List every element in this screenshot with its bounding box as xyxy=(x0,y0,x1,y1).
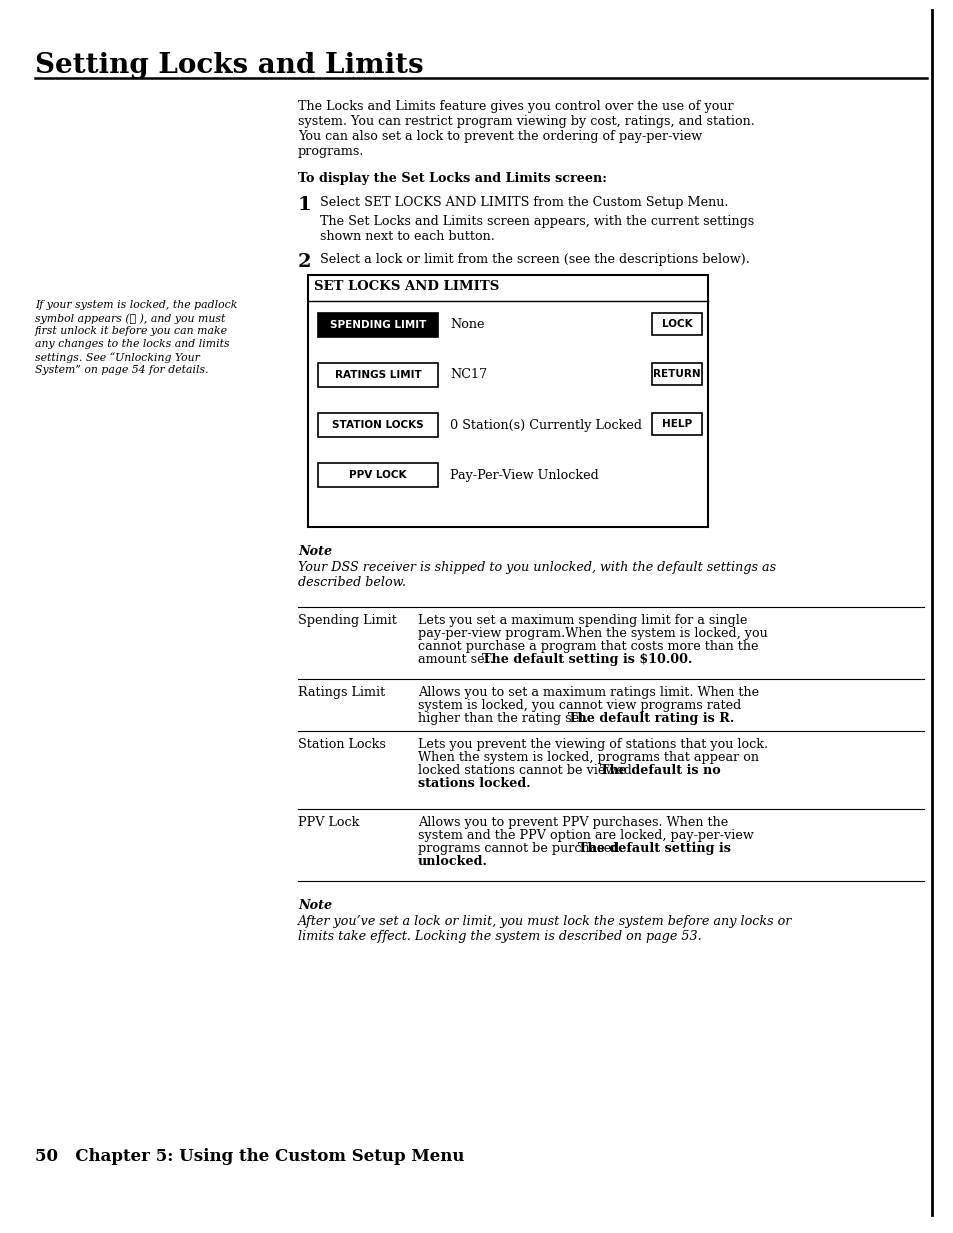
Text: The default rating is R.: The default rating is R. xyxy=(567,711,733,725)
Text: first unlock it before you can make: first unlock it before you can make xyxy=(35,326,228,337)
Bar xyxy=(317,464,437,487)
Text: None: None xyxy=(450,318,484,332)
Text: Note: Note xyxy=(297,899,332,912)
Text: The default setting is $10.00.: The default setting is $10.00. xyxy=(481,653,692,666)
Text: SET LOCKS AND LIMITS: SET LOCKS AND LIMITS xyxy=(314,280,498,293)
Bar xyxy=(317,313,437,337)
Text: Lets you prevent the viewing of stations that you lock.: Lets you prevent the viewing of stations… xyxy=(417,739,767,751)
Text: cannot purchase a program that costs more than the: cannot purchase a program that costs mor… xyxy=(417,640,758,653)
Text: 1: 1 xyxy=(297,196,312,215)
Text: RETURN: RETURN xyxy=(653,369,700,379)
Bar xyxy=(308,275,707,526)
Text: NC17: NC17 xyxy=(450,369,487,381)
Bar xyxy=(651,313,701,335)
Text: Lets you set a maximum spending limit for a single: Lets you set a maximum spending limit fo… xyxy=(417,614,746,628)
Text: PPV LOCK: PPV LOCK xyxy=(349,470,406,480)
Bar xyxy=(651,363,701,385)
Bar xyxy=(317,413,437,436)
Text: any changes to the locks and limits: any changes to the locks and limits xyxy=(35,339,230,349)
Text: RATINGS LIMIT: RATINGS LIMIT xyxy=(335,370,421,380)
Text: The Set Locks and Limits screen appears, with the current settings
shown next to: The Set Locks and Limits screen appears,… xyxy=(319,215,754,243)
Text: programs cannot be purchased.: programs cannot be purchased. xyxy=(417,842,627,854)
Text: stations locked.: stations locked. xyxy=(417,777,530,790)
Text: Note: Note xyxy=(297,545,332,559)
Text: Ratings Limit: Ratings Limit xyxy=(297,686,385,699)
Text: The default is no: The default is no xyxy=(599,764,720,777)
Text: To display the Set Locks and Limits screen:: To display the Set Locks and Limits scre… xyxy=(297,171,606,185)
Text: LOCK: LOCK xyxy=(661,319,692,329)
Text: 0 Station(s) Currently Locked: 0 Station(s) Currently Locked xyxy=(450,418,641,432)
Text: Allows you to set a maximum ratings limit. When the: Allows you to set a maximum ratings limi… xyxy=(417,686,759,699)
Text: Spending Limit: Spending Limit xyxy=(297,614,396,628)
Text: pay-per-view program.When the system is locked, you: pay-per-view program.When the system is … xyxy=(417,628,767,640)
Text: The Locks and Limits feature gives you control over the use of your
system. You : The Locks and Limits feature gives you c… xyxy=(297,100,754,158)
Text: After you’ve set a lock or limit, you must lock the system before any locks or
l: After you’ve set a lock or limit, you mu… xyxy=(297,915,792,943)
Text: settings. See “Unlocking Your: settings. See “Unlocking Your xyxy=(35,351,200,363)
Text: The default setting is: The default setting is xyxy=(578,842,731,854)
Text: Select SET LOCKS AND LIMITS from the Custom Setup Menu.: Select SET LOCKS AND LIMITS from the Cus… xyxy=(319,196,728,210)
Text: Pay-Per-View Unlocked: Pay-Per-View Unlocked xyxy=(450,469,598,482)
Text: Select a lock or limit from the screen (see the descriptions below).: Select a lock or limit from the screen (… xyxy=(319,253,749,266)
Text: System” on page 54 for details.: System” on page 54 for details. xyxy=(35,365,209,375)
Text: higher than the rating set.: higher than the rating set. xyxy=(417,711,592,725)
Text: 2: 2 xyxy=(297,253,312,271)
Text: Allows you to prevent PPV purchases. When the: Allows you to prevent PPV purchases. Whe… xyxy=(417,816,727,829)
Text: symbol appears (⚿ ), and you must: symbol appears (⚿ ), and you must xyxy=(35,313,225,323)
Text: system and the PPV option are locked, pay-per-view: system and the PPV option are locked, pa… xyxy=(417,829,753,842)
Bar xyxy=(317,363,437,387)
Text: If your system is locked, the padlock: If your system is locked, the padlock xyxy=(35,300,237,309)
Text: 50   Chapter 5: Using the Custom Setup Menu: 50 Chapter 5: Using the Custom Setup Men… xyxy=(35,1148,464,1165)
Text: PPV Lock: PPV Lock xyxy=(297,816,359,829)
Text: Your DSS receiver is shipped to you unlocked, with the default settings as
descr: Your DSS receiver is shipped to you unlo… xyxy=(297,561,776,589)
Text: STATION LOCKS: STATION LOCKS xyxy=(332,420,423,430)
Text: SPENDING LIMIT: SPENDING LIMIT xyxy=(330,321,426,330)
Text: unlocked.: unlocked. xyxy=(417,854,487,868)
Text: locked stations cannot be viewed.: locked stations cannot be viewed. xyxy=(417,764,639,777)
Text: HELP: HELP xyxy=(661,419,691,429)
Text: Setting Locks and Limits: Setting Locks and Limits xyxy=(35,52,423,79)
Bar xyxy=(651,413,701,435)
Text: Station Locks: Station Locks xyxy=(297,739,385,751)
Text: amount set.: amount set. xyxy=(417,653,497,666)
Text: When the system is locked, programs that appear on: When the system is locked, programs that… xyxy=(417,751,759,764)
Text: system is locked, you cannot view programs rated: system is locked, you cannot view progra… xyxy=(417,699,740,711)
